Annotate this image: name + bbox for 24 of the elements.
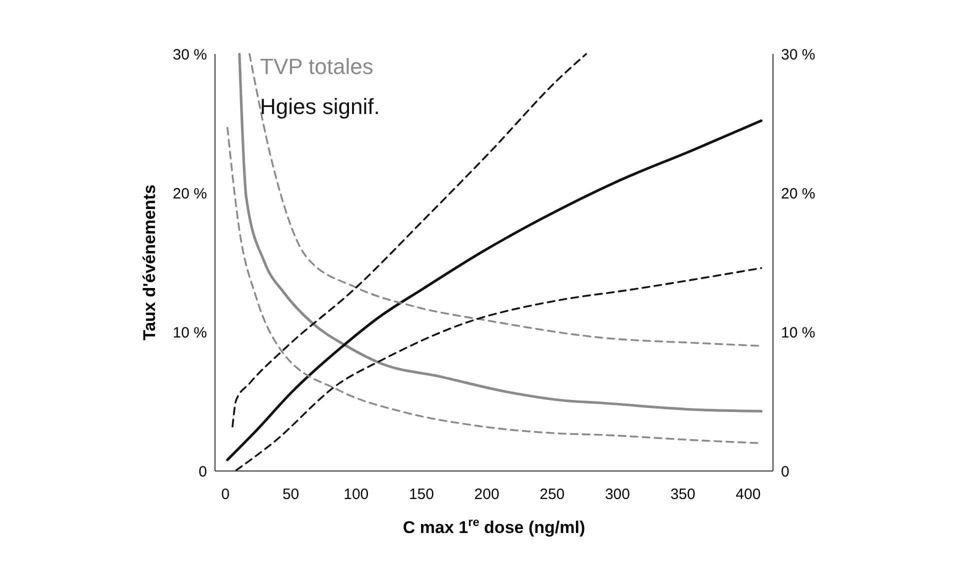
line-series	[232, 53, 588, 428]
y-tick-label: 0	[198, 463, 207, 480]
y2-tick-label: 20 %	[781, 185, 816, 202]
line-series	[235, 267, 762, 471]
y-axis-title: Taux d'événements	[140, 184, 159, 340]
text: Hgies signif.	[260, 94, 380, 119]
x-tick-label: 200	[474, 486, 500, 503]
x-tick-label: 400	[736, 486, 761, 503]
x-tick-label: 0	[221, 486, 230, 503]
x-tick-label: 150	[408, 486, 434, 503]
y-tick-label: 30 %	[172, 46, 207, 64]
series-label: TVP totales	[260, 54, 374, 79]
y2-tick-label: 30 %	[781, 46, 816, 64]
x-axis-title: C max 1$^{re}$ dose (ng/ml)	[402, 515, 586, 537]
y2-tick-label: 10 %	[781, 324, 816, 342]
x-tick-label: 100	[344, 486, 369, 503]
y-tick-label: 10 %	[172, 324, 207, 342]
x-tick-label: 250	[540, 486, 565, 503]
y-tick-label: 20 %	[172, 185, 207, 202]
line-series	[238, 52, 763, 413]
x-tick-label: 350	[670, 486, 696, 503]
x-tick-label: 50	[282, 486, 300, 503]
y2-tick-label: 0	[781, 463, 790, 480]
x-tick-label: 300	[604, 486, 630, 503]
